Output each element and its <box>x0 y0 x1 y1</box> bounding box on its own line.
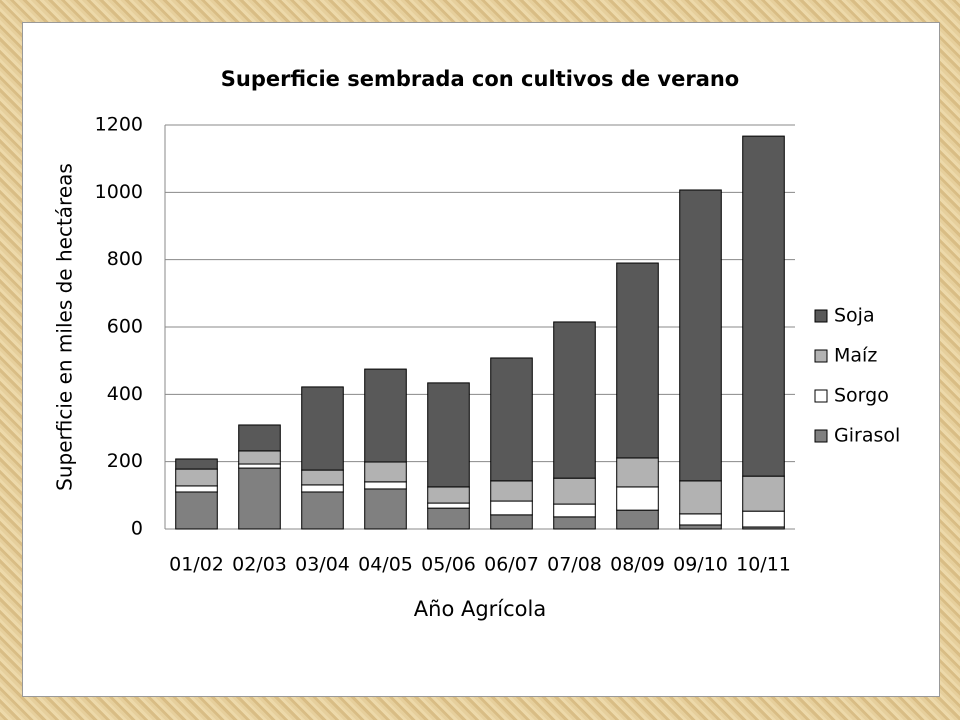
y-tick-label: 200 <box>107 450 143 472</box>
bar-segment <box>490 514 533 530</box>
bar-segment <box>301 469 344 486</box>
y-tick-label: 400 <box>107 383 143 405</box>
legend-swatch <box>814 349 828 363</box>
y-tick-label: 800 <box>107 248 143 270</box>
x-tick-label: 09/10 <box>673 554 728 576</box>
bar-segment <box>616 262 659 459</box>
bar-segment <box>364 461 407 483</box>
bar-segment <box>553 503 596 518</box>
bar-segment <box>742 475 785 512</box>
chart-panel <box>22 22 940 697</box>
bar-segment <box>301 491 344 530</box>
legend-label: Girasol <box>834 425 900 447</box>
y-tick-label: 0 <box>131 518 143 540</box>
y-tick-label: 1200 <box>95 114 143 136</box>
bar-segment <box>742 135 785 477</box>
bar-segment <box>679 513 722 526</box>
bar-segment <box>742 510 785 528</box>
bar-segment <box>616 509 659 530</box>
bar-segment <box>679 524 722 530</box>
bar-segment <box>490 500 533 516</box>
bar-segment <box>301 386 344 471</box>
legend-label: Soja <box>834 305 875 327</box>
bar-segment <box>553 516 596 530</box>
legend-swatch <box>814 389 828 403</box>
x-tick-label: 10/11 <box>736 554 791 576</box>
bar-segment <box>490 357 533 482</box>
legend-label: Maíz <box>834 345 877 367</box>
y-tick-label: 1000 <box>95 181 143 203</box>
y-tick-label: 600 <box>107 316 143 338</box>
bar-segment <box>301 484 344 493</box>
bar-segment <box>679 480 722 515</box>
x-tick-label: 08/09 <box>610 554 665 576</box>
bar-segment <box>238 450 281 465</box>
bar-segment <box>175 485 218 493</box>
bar-segment <box>238 467 281 530</box>
x-tick-label: 01/02 <box>169 554 224 576</box>
bar-segment <box>364 481 407 490</box>
bar-segment <box>427 507 470 530</box>
x-tick-label: 07/08 <box>547 554 602 576</box>
x-tick-label: 05/06 <box>421 554 476 576</box>
legend-label: Sorgo <box>834 385 889 407</box>
bar-segment <box>175 458 218 470</box>
bar-segment <box>238 463 281 469</box>
bar-segment <box>553 477 596 505</box>
legend-swatch <box>814 429 828 443</box>
bar-segment <box>616 486 659 511</box>
bar-segment <box>427 486 470 504</box>
bar-segment <box>679 189 722 482</box>
bar-segment <box>238 424 281 452</box>
bar-segment <box>175 491 218 530</box>
x-tick-label: 06/07 <box>484 554 539 576</box>
x-axis-title: Año Agrícola <box>414 597 546 621</box>
x-tick-label: 03/04 <box>295 554 350 576</box>
legend-swatch <box>814 309 828 323</box>
bar-segment <box>616 457 659 488</box>
x-tick-label: 04/05 <box>358 554 413 576</box>
bar-segment <box>427 502 470 509</box>
bar-segment <box>364 368 407 463</box>
x-tick-label: 02/03 <box>232 554 287 576</box>
bar-segment <box>364 488 407 530</box>
chart-title: Superficie sembrada con cultivos de vera… <box>221 67 740 91</box>
y-axis-title: Superficie en miles de hectáreas <box>53 163 77 491</box>
bar-segment <box>175 468 218 487</box>
bar-segment <box>490 480 533 502</box>
bar-segment <box>553 321 596 479</box>
bar-segment <box>427 382 470 488</box>
